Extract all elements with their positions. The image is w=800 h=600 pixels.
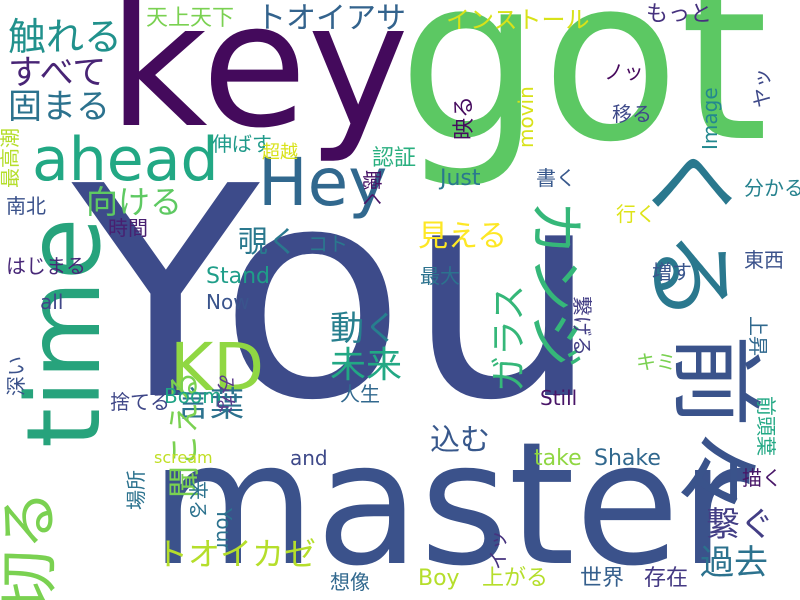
word-install: インストール — [446, 6, 590, 34]
word-got: got — [398, 0, 769, 192]
word-your: イッ — [486, 530, 510, 570]
word-boy: Boy — [418, 566, 460, 591]
word-garasu: ガラス — [489, 284, 530, 392]
word-wakaru: 繋げる — [570, 296, 594, 356]
word-movin: movin — [514, 86, 538, 148]
word-ugoku: 動く — [330, 309, 398, 349]
word-utsuru-2: 超越 — [262, 142, 298, 163]
word-kimi: 人生 — [340, 382, 380, 406]
word-master: master — [150, 406, 750, 600]
word-all: 南北 — [6, 194, 46, 218]
word-shake: Shake — [594, 446, 661, 471]
word-kuru: くる — [636, 140, 743, 323]
word-chouetsu: コト — [308, 232, 348, 256]
word-fureru: 触れる — [8, 15, 123, 59]
word-kako: 過去 — [700, 543, 768, 583]
word-touzai: 上昇 — [746, 316, 770, 356]
word-time: time — [5, 217, 124, 448]
word-kiru-1: 切る — [0, 490, 65, 600]
word-hey: Hey — [258, 144, 388, 221]
word-utsuru: ヤッ — [750, 68, 774, 108]
word-image: Image — [698, 87, 722, 150]
word-mirai: 未来 — [330, 345, 403, 386]
word-mina: all — [40, 290, 64, 314]
word-joushou: 描く — [742, 466, 782, 490]
word-jikan: はじまる — [6, 254, 86, 278]
word-yaltu: 認証 — [372, 146, 417, 171]
word-nozoku: 覗く — [238, 225, 298, 260]
word-now: 最高潮 — [0, 128, 22, 188]
word-tooiasa: トオイアサ — [256, 1, 406, 36]
word-kd: KD — [170, 329, 265, 406]
word-tooikaze: トオイカゼ — [156, 535, 317, 573]
word-saidai: 分かる — [744, 176, 800, 200]
word-iku: 増す — [652, 260, 692, 284]
word-agaru: 上がる — [482, 566, 549, 591]
word-katamaru: 固まる — [8, 87, 110, 127]
word-scream: scream — [154, 448, 213, 467]
word-noltu: 伸ばす — [212, 132, 272, 156]
word-koto: 行く — [616, 202, 656, 226]
word-kuru-2: Your — [212, 508, 236, 551]
word-stand: Stand — [206, 264, 270, 289]
word-ninshou: 最大 — [420, 264, 460, 288]
word-zenzen: 前々 — [661, 335, 768, 520]
word-zentouyou: みな — [214, 374, 238, 414]
word-nobasu: 聴く — [360, 170, 384, 210]
word-just: Just — [440, 166, 481, 191]
word-suteru: 場所 — [124, 470, 148, 510]
word-take: take — [534, 446, 582, 471]
word-you: You — [72, 124, 601, 464]
word-kaku: 東西 — [744, 248, 784, 272]
word-kotoba: 言葉 — [176, 385, 244, 425]
word-subete: すべて — [8, 53, 107, 93]
word-fukai: 捨てる — [110, 390, 170, 414]
word-jinsei: Now — [206, 290, 250, 314]
word-tsunagu: 繋ぐ — [706, 505, 774, 545]
word-komu: 込む — [430, 423, 490, 458]
word-basho: 来る — [186, 480, 210, 520]
word-iltu: 移る — [612, 102, 652, 126]
word-sekai: 世界 — [580, 566, 625, 591]
word-saikouchou: 映る — [452, 95, 477, 140]
word-kiku: 書く — [536, 166, 576, 190]
word-hajimaru: 深い — [4, 356, 28, 396]
word-tsunageru: 前頭葉 — [754, 396, 778, 456]
word-ahead: ahead — [32, 125, 219, 195]
word-sonzai: 存在 — [644, 566, 689, 591]
word-motto: もっと — [646, 2, 713, 27]
word-key: key — [108, 0, 410, 166]
word-masu: キミ — [636, 350, 676, 374]
word-nanboku: ノッ — [604, 60, 644, 84]
word-and: and — [290, 446, 328, 470]
word-mieru: 見える — [418, 219, 508, 254]
word-souzou: 想像 — [330, 570, 370, 594]
word-egaku: 時間 — [108, 216, 148, 240]
word-mukeru: 向ける — [86, 183, 183, 221]
word-still: Still — [540, 386, 578, 410]
word-boom: Boom — [164, 384, 222, 408]
word-tenjou: 天上天下 — [146, 6, 235, 31]
